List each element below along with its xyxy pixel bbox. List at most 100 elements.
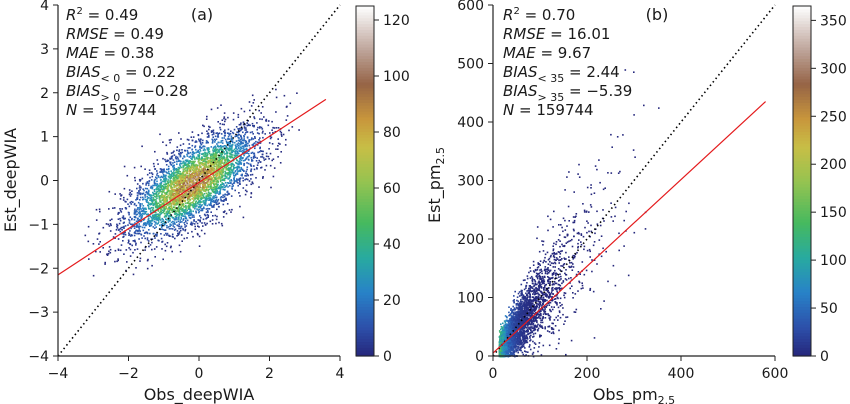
density-point [282, 133, 285, 136]
density-point [251, 181, 254, 183]
density-point [249, 131, 252, 134]
density-point [164, 181, 167, 183]
density-point [243, 144, 246, 146]
density-point [210, 172, 212, 174]
density-point [244, 174, 246, 177]
density-point [198, 210, 200, 213]
density-point [244, 178, 246, 181]
density-point [237, 146, 240, 149]
density-point [215, 146, 217, 149]
density-point [218, 166, 221, 169]
density-point [217, 141, 219, 144]
density-point [179, 160, 181, 162]
density-point [169, 195, 171, 197]
density-point [179, 144, 182, 147]
density-point [161, 209, 164, 211]
density-point [198, 203, 200, 206]
density-point [218, 221, 220, 224]
density-point [173, 176, 176, 179]
density-point [169, 225, 171, 227]
density-point [170, 188, 173, 190]
density-point [186, 155, 189, 157]
density-point [174, 193, 177, 196]
density-point [134, 208, 136, 211]
colorbar-segment [356, 216, 374, 220]
density-point [211, 169, 214, 171]
density-point [247, 152, 250, 155]
density-point [172, 203, 175, 205]
density-point [160, 208, 162, 210]
density-point [242, 121, 245, 123]
density-point [193, 169, 196, 171]
density-point [164, 208, 167, 210]
density-point [220, 169, 223, 171]
density-point [198, 157, 201, 159]
density-point [123, 233, 125, 236]
density-point [205, 156, 208, 159]
density-point [209, 183, 212, 185]
density-point [214, 173, 217, 176]
density-point [225, 157, 228, 159]
density-point [231, 140, 234, 142]
density-point [277, 138, 279, 140]
density-point [151, 248, 153, 251]
density-point [261, 132, 264, 134]
density-point [202, 181, 205, 183]
density-point [192, 214, 195, 217]
colorbar-segment [356, 35, 374, 39]
density-point [259, 147, 261, 150]
density-point [157, 210, 160, 212]
density-point [205, 161, 207, 164]
density-point [178, 231, 181, 233]
density-point [227, 132, 229, 134]
density-point [196, 184, 198, 187]
density-point [555, 348, 558, 350]
density-point [214, 201, 216, 204]
density-point [200, 209, 202, 212]
density-point [193, 152, 196, 155]
density-point [251, 94, 254, 97]
density-point [218, 159, 220, 161]
colorbar-segment [356, 277, 374, 281]
density-point [522, 336, 525, 339]
density-point [108, 250, 110, 253]
density-point [160, 169, 163, 172]
density-point [224, 159, 226, 162]
density-point [239, 134, 242, 137]
density-point [201, 173, 204, 176]
density-point [166, 159, 169, 162]
density-point [213, 163, 215, 166]
density-point [232, 182, 235, 185]
density-point [170, 186, 173, 189]
density-point [208, 161, 210, 164]
density-point [193, 156, 196, 159]
density-point [181, 149, 183, 151]
density-point [186, 219, 189, 222]
colorbar-segment [356, 271, 374, 275]
density-point [242, 142, 245, 144]
density-point [106, 253, 108, 255]
density-point [256, 128, 258, 131]
x-tick-label: −2 [118, 366, 139, 382]
density-point [230, 179, 232, 181]
density-point [167, 175, 170, 178]
density-point [217, 187, 220, 190]
density-point [133, 216, 136, 218]
density-point [224, 210, 226, 212]
density-point [117, 238, 120, 240]
density-point [171, 172, 173, 174]
density-point [174, 182, 177, 185]
colorbar-segment [356, 99, 374, 103]
density-point [114, 260, 116, 263]
density-point [177, 190, 179, 193]
density-point [156, 205, 159, 207]
colorbar-segment [356, 119, 374, 124]
density-point [177, 206, 180, 209]
density-point [195, 140, 197, 142]
density-point [161, 203, 163, 206]
density-point [167, 186, 169, 189]
density-point [203, 173, 205, 176]
colorbar-segment [356, 280, 374, 284]
density-point [231, 146, 233, 148]
density-point [197, 158, 199, 160]
